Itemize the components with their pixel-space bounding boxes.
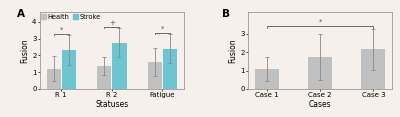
Y-axis label: Fusion: Fusion (20, 38, 29, 63)
X-axis label: Statuses: Statuses (95, 100, 128, 109)
Text: *: * (161, 26, 164, 32)
Y-axis label: Fusion: Fusion (228, 38, 238, 63)
Text: *: * (60, 27, 63, 33)
Bar (46, 69, 61, 89)
Bar (163, 49, 177, 89)
Bar (97, 66, 111, 89)
Text: +: + (109, 20, 115, 26)
Bar (362, 49, 386, 89)
Bar (255, 69, 279, 89)
X-axis label: Cases: Cases (309, 100, 332, 109)
Text: *: * (318, 19, 322, 25)
Bar (112, 43, 126, 89)
Bar (62, 50, 76, 89)
Bar (308, 57, 332, 89)
Text: A: A (17, 9, 25, 19)
Bar (148, 62, 162, 89)
Legend: Health, Stroke: Health, Stroke (40, 13, 102, 21)
Text: B: B (222, 9, 230, 19)
